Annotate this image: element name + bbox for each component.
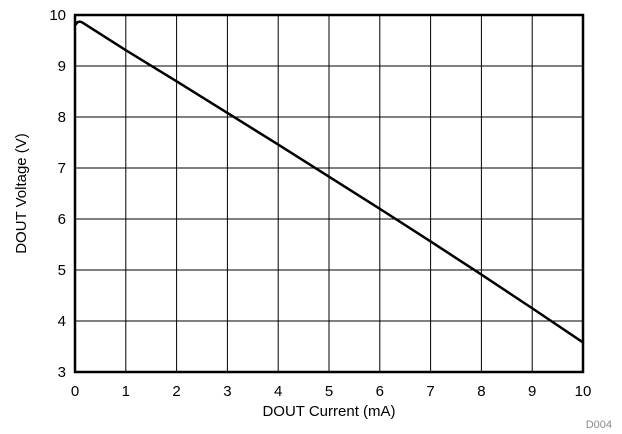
x-tick-label: 10 xyxy=(575,383,592,400)
figure-id-label: D004 xyxy=(586,419,612,431)
x-tick-label: 6 xyxy=(376,383,384,400)
series-group xyxy=(73,20,585,344)
y-axis-title: DOUT Voltage (V) xyxy=(13,133,30,254)
plot-frame xyxy=(73,13,585,374)
y-tick-label: 4 xyxy=(58,313,66,330)
x-tick-label: 2 xyxy=(172,383,180,400)
y-tick-label: 5 xyxy=(58,262,66,279)
x-axis-title: DOUT Current (mA) xyxy=(262,403,395,420)
y-tick-label: 10 xyxy=(49,7,66,24)
x-tick-label: 5 xyxy=(325,383,333,400)
grid-lines xyxy=(75,15,583,372)
y-tick-label: 9 xyxy=(58,58,66,75)
series-line-0 xyxy=(73,20,585,344)
x-tick-label: 9 xyxy=(528,383,536,400)
y-tick-label: 7 xyxy=(58,160,66,177)
x-tick-label: 7 xyxy=(426,383,434,400)
y-tick-labels: 3 4 5 6 7 8 9 10 xyxy=(49,7,66,381)
x-tick-label: 3 xyxy=(223,383,231,400)
y-tick-label: 8 xyxy=(58,109,66,126)
y-tick-label: 3 xyxy=(58,364,66,381)
x-tick-label: 0 xyxy=(71,383,79,400)
x-tick-label: 8 xyxy=(477,383,485,400)
y-tick-label: 6 xyxy=(58,211,66,228)
x-tick-labels: 0 1 2 3 4 5 6 7 8 9 10 xyxy=(71,383,592,400)
x-tick-label: 4 xyxy=(274,383,282,400)
x-tick-label: 1 xyxy=(122,383,130,400)
